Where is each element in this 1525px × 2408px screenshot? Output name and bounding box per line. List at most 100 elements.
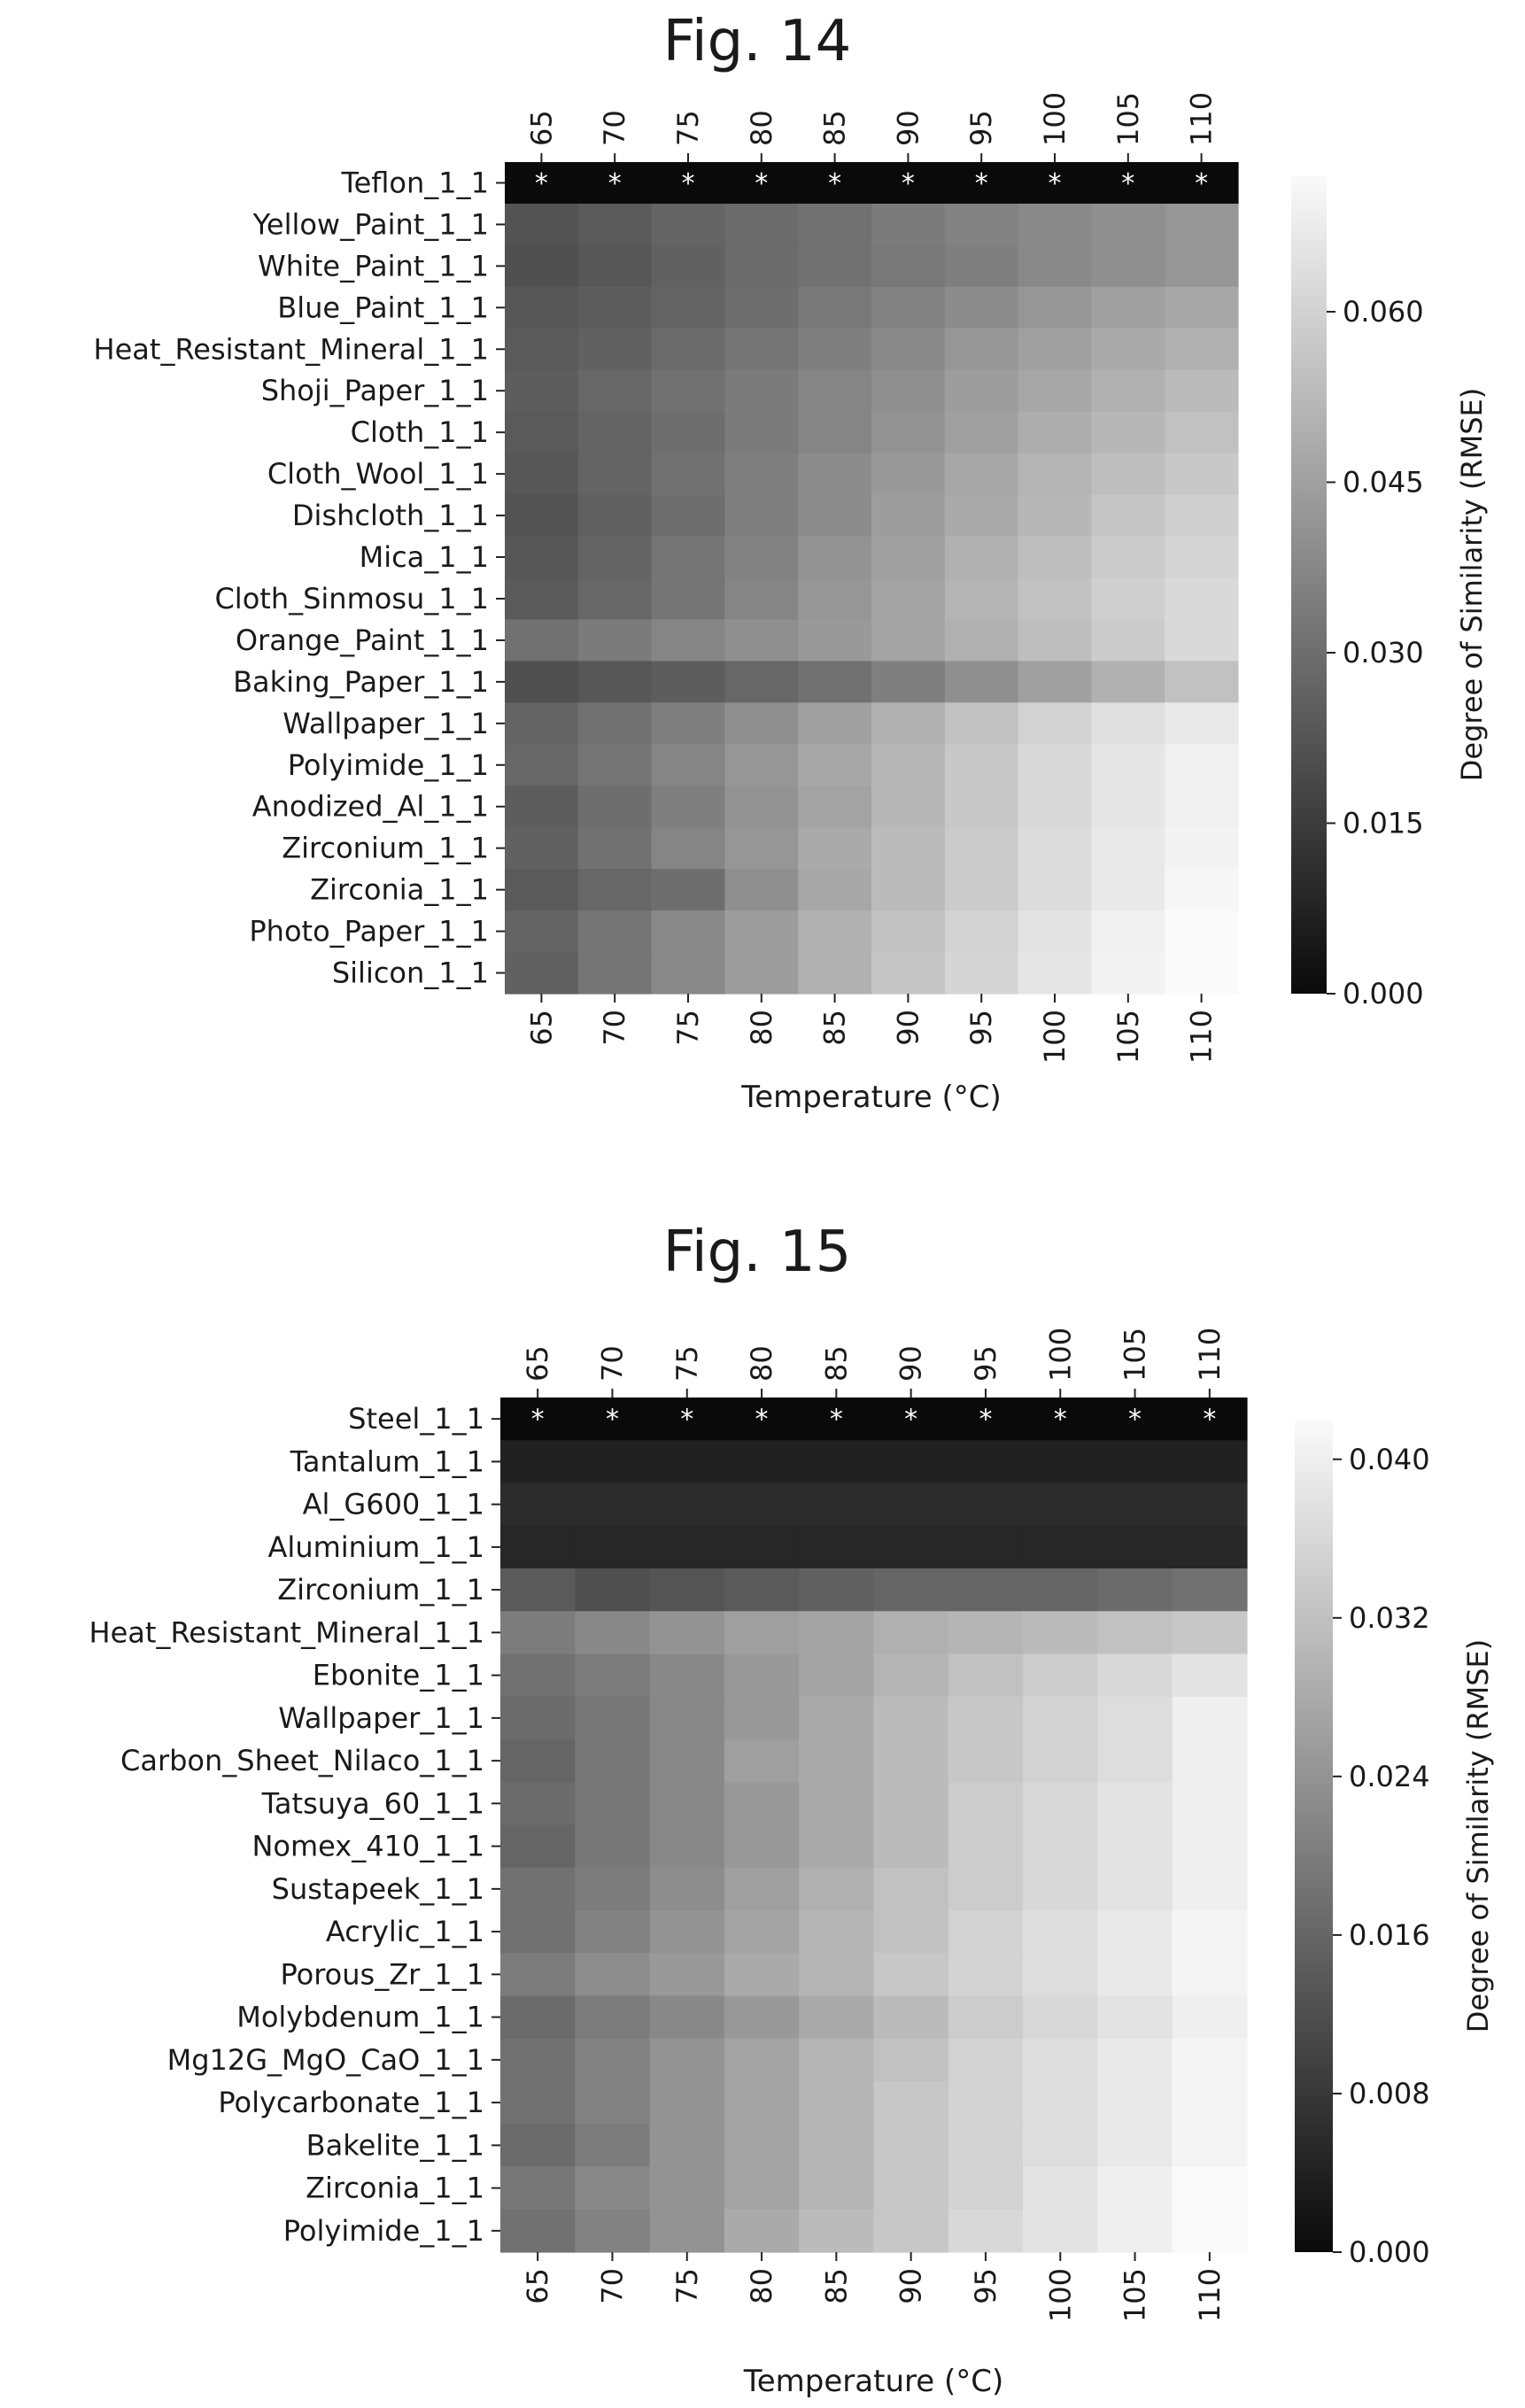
heatmap-cell [873, 1910, 949, 1954]
heatmap-cell [873, 1525, 949, 1569]
cell-marker: * [830, 1405, 843, 1436]
heatmap-cell [649, 2124, 725, 2168]
heatmap-cell [500, 1611, 576, 1655]
heatmap-cell [873, 1867, 949, 1911]
heatmap-cell [649, 2081, 725, 2125]
y-tick-label: Baking_Paper_1_1 [233, 665, 489, 699]
heatmap-cell [1023, 1910, 1098, 1954]
heatmap-cell [1172, 1739, 1248, 1783]
heatmap-cell [505, 786, 579, 828]
heatmap-cell [944, 869, 1019, 911]
heatmap-cell [1172, 1525, 1248, 1569]
y-tick-label: Cloth_Sinmosu_1_1 [214, 582, 489, 616]
heatmap-cell [1023, 1995, 1098, 2040]
heatmap-cell [873, 1568, 949, 1612]
heatmap-cell [798, 244, 872, 288]
cell-marker: * [755, 1405, 769, 1436]
heatmap-cell [873, 1739, 949, 1783]
heatmap-cell [500, 1867, 576, 1911]
heatmap-cell [799, 1696, 875, 1740]
x-tick-label-bottom: 105 [1111, 1010, 1145, 1064]
heatmap-cell [577, 369, 653, 413]
heatmap-cell [575, 1653, 651, 1698]
cell-marker: * [680, 1405, 693, 1436]
heatmap-cell [724, 369, 799, 413]
heatmap-cell [1091, 577, 1165, 621]
heatmap-cell [575, 1995, 651, 2040]
cell-marker: * [904, 1405, 917, 1436]
heatmap-cell [944, 786, 1019, 828]
heatmap-cell [500, 2081, 576, 2125]
heatmap-cell [724, 2209, 800, 2253]
heatmap-cell [1097, 1782, 1173, 1826]
heatmap-cell [1091, 702, 1165, 745]
heatmap-cell [651, 702, 725, 745]
x-tick-label-top: 90 [894, 1345, 928, 1382]
heatmap-cell [724, 203, 799, 246]
heatmap-cell [500, 1953, 576, 1997]
y-tick-label: Al_G600_1_1 [303, 1488, 484, 1521]
heatmap-cell [500, 1483, 576, 1527]
heatmap-cell [724, 1910, 800, 1954]
heatmap-cell [1091, 453, 1165, 496]
x-tick-label-bottom: 110 [1193, 2268, 1227, 2322]
heatmap-cell [948, 2038, 1024, 2082]
heatmap-cell [724, 910, 799, 953]
heatmap-cell [871, 328, 946, 371]
heatmap-cell [1023, 2209, 1098, 2253]
heatmap-cell [873, 1995, 949, 2040]
x-tick-label-bottom: 95 [964, 1010, 998, 1046]
heatmap-cell [1165, 494, 1239, 538]
heatmap-cell [724, 1568, 800, 1612]
y-tick-label: Carbon_Sheet_Nilaco_1_1 [120, 1744, 484, 1777]
heatmap-cell [1023, 1739, 1098, 1783]
colorbar-tick-label: 0.000 [1343, 977, 1424, 1010]
heatmap-cell [871, 411, 946, 454]
x-tick-label-top: 80 [745, 110, 778, 146]
heatmap-cell [1018, 536, 1092, 579]
heatmap-cell [505, 162, 579, 205]
heatmap-cell [649, 1782, 725, 1826]
heatmap-cell [871, 827, 946, 870]
x-tick-label-top: 80 [745, 1345, 778, 1382]
x-tick-label-bottom: 65 [521, 2268, 554, 2304]
heatmap-cell [724, 1483, 800, 1527]
chart-title: Fig. 14 [663, 9, 852, 74]
cell-marker: * [531, 1405, 545, 1436]
heatmap-cell [948, 2209, 1024, 2253]
heatmap-cell [799, 1953, 875, 1997]
heatmap-cell [649, 2166, 725, 2211]
heatmap-cell [1018, 286, 1092, 329]
x-tick-label-top: 85 [819, 1345, 853, 1382]
heatmap-cell [724, 952, 799, 995]
heatmap-cell [944, 286, 1019, 329]
heatmap-cell [873, 1398, 949, 1441]
x-tick-label-top: 65 [524, 110, 558, 146]
colorbar-tick-label: 0.015 [1343, 807, 1424, 840]
heatmap-cell [724, 1867, 800, 1911]
heatmap-cell [873, 2166, 949, 2211]
heatmap-cell [651, 827, 725, 870]
heatmap-cell [1018, 786, 1092, 828]
x-tick-label-bottom: 85 [818, 1010, 852, 1046]
heatmap-cell [1172, 1398, 1248, 1441]
y-tick-label: Shoji_Paper_1_1 [261, 374, 489, 407]
heatmap-cell [651, 162, 725, 205]
heatmap-cell [651, 536, 725, 579]
heatmap-cell [505, 453, 579, 496]
heatmap-cell [1165, 453, 1239, 496]
heatmap-cell [1165, 702, 1239, 745]
heatmap-cell [651, 786, 725, 828]
heatmap-cell [1165, 744, 1239, 786]
x-tick-label-top: 65 [521, 1345, 554, 1382]
heatmap-cell [944, 411, 1019, 454]
heatmap-cell [1018, 619, 1092, 662]
heatmap-cell [944, 827, 1019, 870]
heatmap-cell [871, 162, 946, 205]
heatmap-cell [1091, 619, 1165, 662]
heatmap-cell [1018, 661, 1092, 703]
heatmap-cell [1165, 869, 1239, 911]
cell-marker: * [608, 168, 622, 199]
cell-marker: * [975, 168, 988, 199]
colorbar-tick-label: 0.040 [1349, 1443, 1430, 1476]
